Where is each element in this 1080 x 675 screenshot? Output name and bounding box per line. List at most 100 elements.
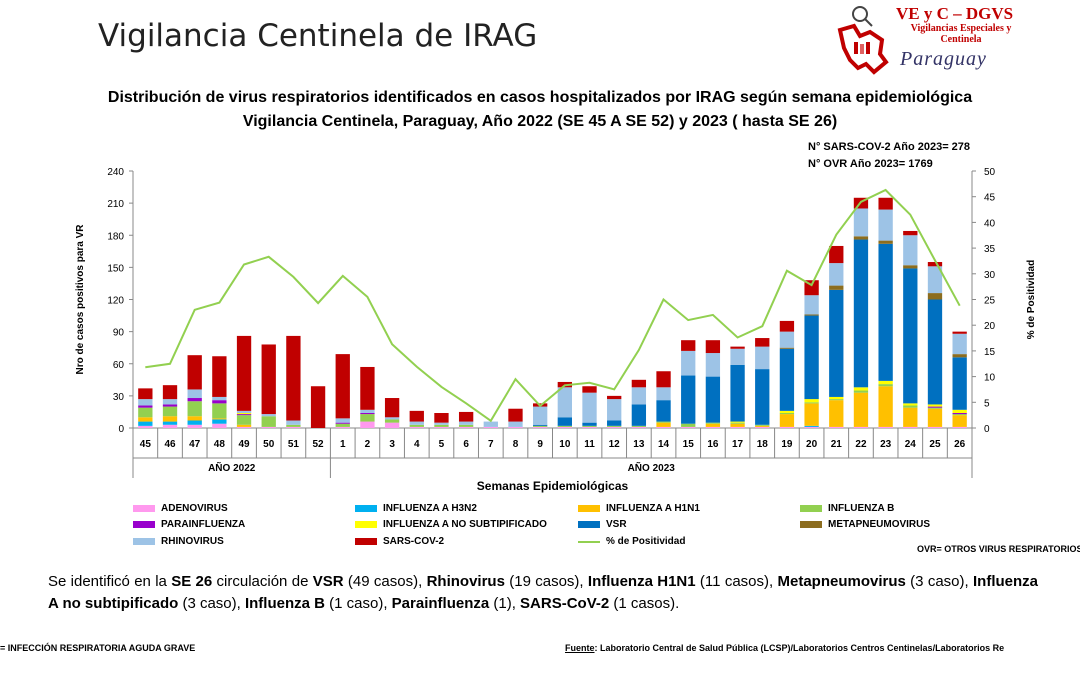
- bar-segment: [755, 424, 770, 426]
- bar-segment: [730, 426, 745, 428]
- bar-segment: [903, 405, 918, 408]
- x-tick-label: 46: [164, 439, 176, 450]
- bar-segment: [755, 346, 770, 370]
- y2-tick-label: 50: [984, 167, 996, 178]
- bar-segment: [212, 403, 227, 419]
- bar-segment: [458, 421, 474, 425]
- y2-tick-label: 10: [984, 373, 996, 384]
- x-tick-label: 23: [880, 439, 892, 450]
- legend-label: PARAINFLUENZA: [161, 519, 246, 530]
- bar-segment: [187, 420, 202, 425]
- bar-segment: [236, 413, 252, 415]
- bar-segment: [187, 389, 202, 399]
- bar-segment: [829, 289, 844, 397]
- legend-label: RHINOVIRUS: [161, 536, 224, 547]
- bar-segment: [853, 239, 869, 388]
- bar-segment: [138, 388, 153, 400]
- positivity-line: [145, 188, 961, 423]
- bar-segment: [384, 398, 400, 418]
- bar-segment: [557, 425, 572, 427]
- legend-swatch: [133, 505, 155, 512]
- bar-segment: [927, 407, 943, 409]
- bar-segment: [335, 354, 350, 419]
- bar-segment: [582, 392, 597, 423]
- bar-segment: [878, 209, 893, 241]
- bar-segment: [853, 392, 869, 427]
- bar-segment: [804, 425, 819, 427]
- bar-segment: [804, 402, 819, 404]
- bar-segment: [360, 409, 375, 414]
- bar-segment: [582, 426, 597, 428]
- x-tick-label: 18: [757, 439, 769, 450]
- bar-segment: [458, 424, 474, 427]
- bar-segment: [236, 424, 252, 427]
- bar-segment: [138, 399, 153, 406]
- bar-segment: [458, 426, 474, 428]
- bar-segment: [162, 406, 178, 417]
- y-tick-label: 240: [107, 167, 124, 178]
- bar-segment: [656, 426, 671, 428]
- x-tick-label: 9: [537, 439, 543, 450]
- x-tick-label: 4: [414, 439, 420, 450]
- bar-segment: [804, 403, 819, 426]
- bar-segment: [607, 420, 622, 426]
- bar-segment: [458, 411, 474, 422]
- bar-segment: [853, 390, 869, 393]
- x-tick-label: 3: [389, 439, 395, 450]
- bar-segment: [779, 414, 795, 427]
- bar-segment: [187, 416, 202, 421]
- y2-tick-label: 35: [984, 244, 996, 255]
- bar-segment: [261, 414, 276, 417]
- y-tick-label: 30: [113, 392, 125, 403]
- bar-segment: [656, 421, 671, 423]
- bar-segment: [656, 387, 671, 401]
- legend-swatch: [578, 540, 600, 543]
- bar-segment: [187, 355, 202, 390]
- bar-segment: [779, 347, 795, 349]
- legend-label: METAPNEUMOVIRUS: [828, 519, 931, 530]
- bar-segment: [236, 414, 252, 416]
- legend-label: INFLUENZA A H3N2: [383, 503, 477, 514]
- y-tick-label: 90: [113, 328, 125, 339]
- x-tick-label: 22: [855, 439, 867, 450]
- x-tick-label: 2: [365, 439, 371, 450]
- x-tick-label: 25: [929, 439, 941, 450]
- x-tick-label: 1: [340, 439, 346, 450]
- bar-segment: [755, 425, 770, 427]
- bar-segment: [335, 422, 350, 424]
- y2-tick-label: 30: [984, 270, 996, 281]
- bar-segment: [705, 340, 721, 354]
- bar-segment: [384, 417, 400, 420]
- bar-segment: [705, 376, 721, 423]
- y2-tick-label: 20: [984, 321, 996, 332]
- bar-segment: [755, 426, 770, 428]
- bar-segment: [878, 197, 893, 210]
- bar-segment: [138, 421, 153, 426]
- bar-segment: [730, 423, 745, 427]
- y2-tick-label: 25: [984, 296, 996, 307]
- bar-segment: [162, 421, 178, 425]
- bar-segment: [409, 421, 424, 425]
- bar-segment: [829, 285, 844, 290]
- bar-segment: [187, 398, 202, 402]
- bar-segment: [829, 396, 844, 400]
- x-tick-label: 12: [609, 439, 621, 450]
- bar-segment: [927, 408, 943, 427]
- bar-segment: [162, 404, 178, 407]
- bar-segment: [656, 371, 671, 388]
- bar-segment: [631, 404, 647, 426]
- bar-segment: [705, 422, 721, 424]
- bar-segment: [779, 331, 795, 348]
- bar-segment: [360, 413, 375, 415]
- bar-segment: [804, 295, 819, 315]
- y2-tick-label: 5: [984, 398, 990, 409]
- bar-segment: [952, 413, 967, 415]
- bar-segment: [557, 426, 572, 428]
- y-tick-label: 180: [107, 231, 124, 242]
- y-tick-label: 120: [107, 296, 124, 307]
- bar-segment: [138, 417, 153, 422]
- bar-segment: [335, 423, 350, 427]
- bar-segment: [927, 404, 943, 407]
- bar-segment: [681, 340, 696, 351]
- bar-segment: [927, 266, 943, 294]
